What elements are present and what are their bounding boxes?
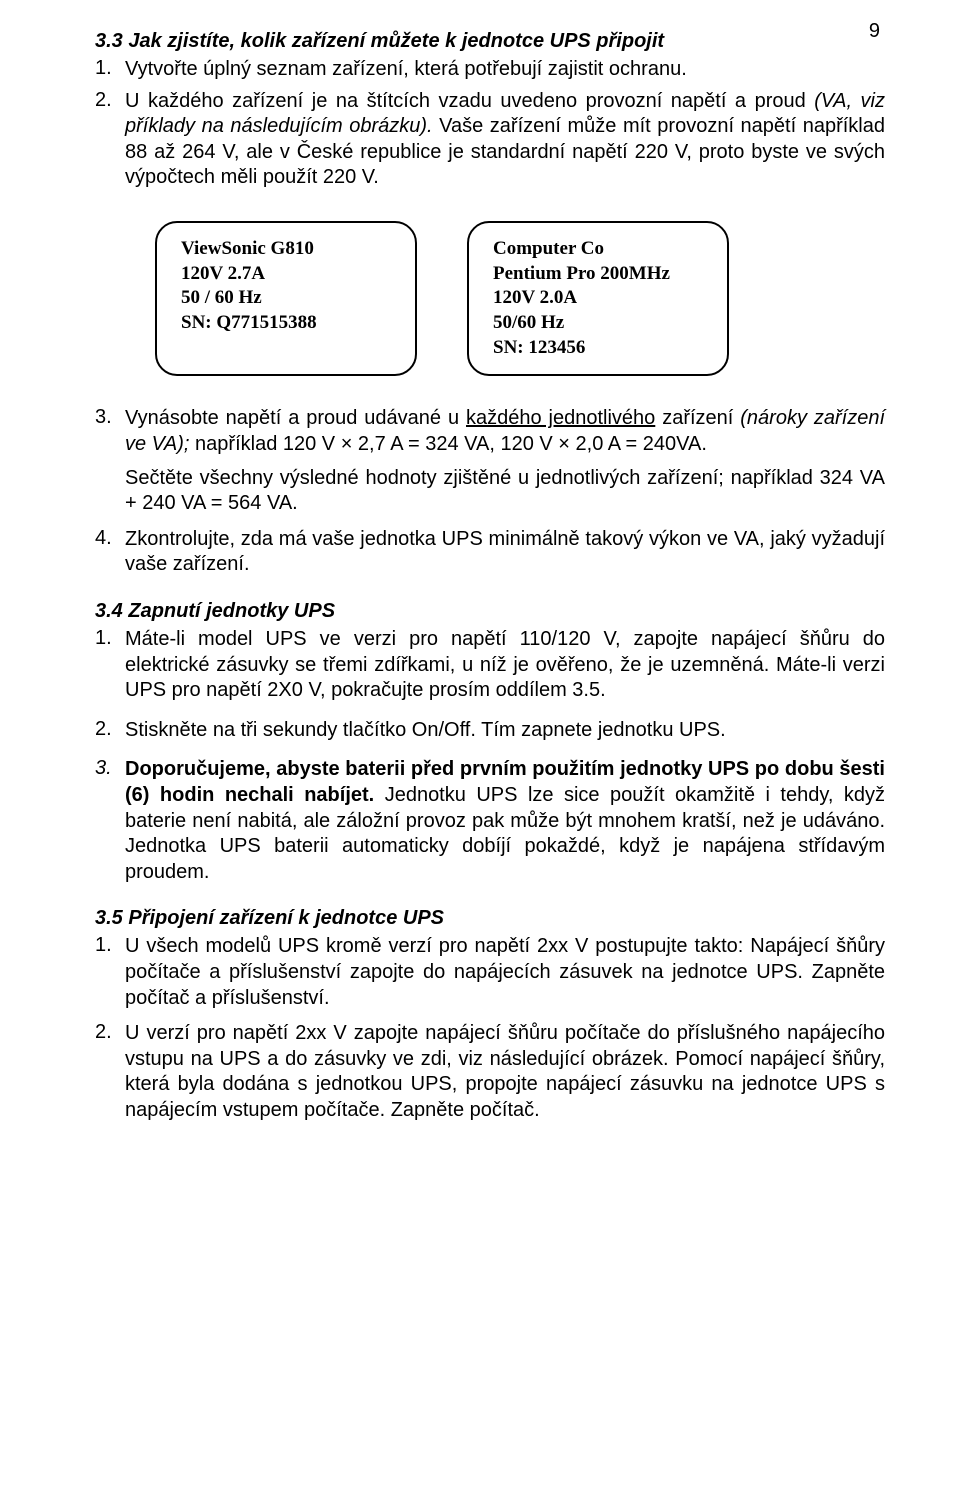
label-line: Computer Co [493,237,703,262]
page: 9 3.3 Jak zjistíte, kolik zařízení můžet… [0,0,960,1500]
list-text: Vytvořte úplný seznam zařízení, která po… [125,57,885,83]
list-item-4: 4. Zkontrolujte, zda má vaše jednotka UP… [95,527,885,578]
list-text: Zkontrolujte, zda má vaše jednotka UPS m… [125,527,885,578]
text-pre: U každého zařízení je na štítcích vzadu … [125,90,814,112]
list-number: 2. [95,718,125,744]
list-text: Máte-li model UPS ve verzi pro napětí 11… [125,627,885,704]
section-3-5-title: 3.5 Připojení zařízení k jednotce UPS [95,907,885,930]
section-3-3-title: 3.3 Jak zjistíte, kolik zařízení můžete … [95,30,885,53]
list-text: U všech modelů UPS kromě verzí pro napět… [125,934,885,1011]
list-text: Doporučujeme, abyste baterii před prvním… [125,757,885,885]
list-item: 2. Stiskněte na tři sekundy tlačítko On/… [95,718,885,744]
list-number: 4. [95,527,125,578]
label-line: Pentium Pro 200MHz [493,262,703,287]
list-item: 1. Máte-li model UPS ve verzi pro napětí… [95,627,885,704]
list-number: 1. [95,57,125,83]
list-item-1: 1. Vytvořte úplný seznam zařízení, která… [95,57,885,83]
list-text: U každého zařízení je na štítcích vzadu … [125,89,885,191]
list-number: 2. [95,89,125,191]
page-number: 9 [869,20,880,43]
list-number: 1. [95,627,125,704]
label-line: SN: Q771515388 [181,311,391,336]
list-item-2: 2. U každého zařízení je na štítcích vza… [95,89,885,191]
list-number: 2. [95,1021,125,1123]
text-underline: každého jednotlivého [466,407,655,429]
list-item-3: 3. Vynásobte napětí a proud udávané u ka… [95,406,885,457]
list-item: 1. U všech modelů UPS kromě verzí pro na… [95,934,885,1011]
label-box-viewsonic: ViewSonic G810 120V 2.7A 50 / 60 Hz SN: … [155,221,417,376]
text-pre: Vynásobte napětí a proud udávané u [125,407,466,429]
label-line: ViewSonic G810 [181,237,391,262]
label-line: 50 / 60 Hz [181,286,391,311]
list-item-3-continuation: Sečtěte všechny výsledné hodnoty zjištěn… [125,466,885,517]
label-line: SN: 123456 [493,336,703,361]
label-line: 120V 2.0A [493,286,703,311]
label-line: 120V 2.7A [181,262,391,287]
label-line: 50/60 Hz [493,311,703,336]
list-number: 3. [95,406,125,457]
list-item: 3. Doporučujeme, abyste baterii před prv… [95,757,885,885]
label-boxes: ViewSonic G810 120V 2.7A 50 / 60 Hz SN: … [155,221,885,376]
text-mid: zařízení [655,407,740,429]
list-item: 2. U verzí pro napětí 2xx V zapojte napá… [95,1021,885,1123]
list-text: Stiskněte na tři sekundy tlačítko On/Off… [125,718,885,744]
label-box-computer: Computer Co Pentium Pro 200MHz 120V 2.0A… [467,221,729,376]
list-text: U verzí pro napětí 2xx V zapojte napájec… [125,1021,885,1123]
list-number: 1. [95,934,125,1011]
text-post: například 120 V × 2,7 A = 324 VA, 120 V … [189,433,706,455]
list-number: 3. [95,757,125,885]
list-text: Vynásobte napětí a proud udávané u každé… [125,406,885,457]
section-3-4-title: 3.4 Zapnutí jednotky UPS [95,600,885,623]
